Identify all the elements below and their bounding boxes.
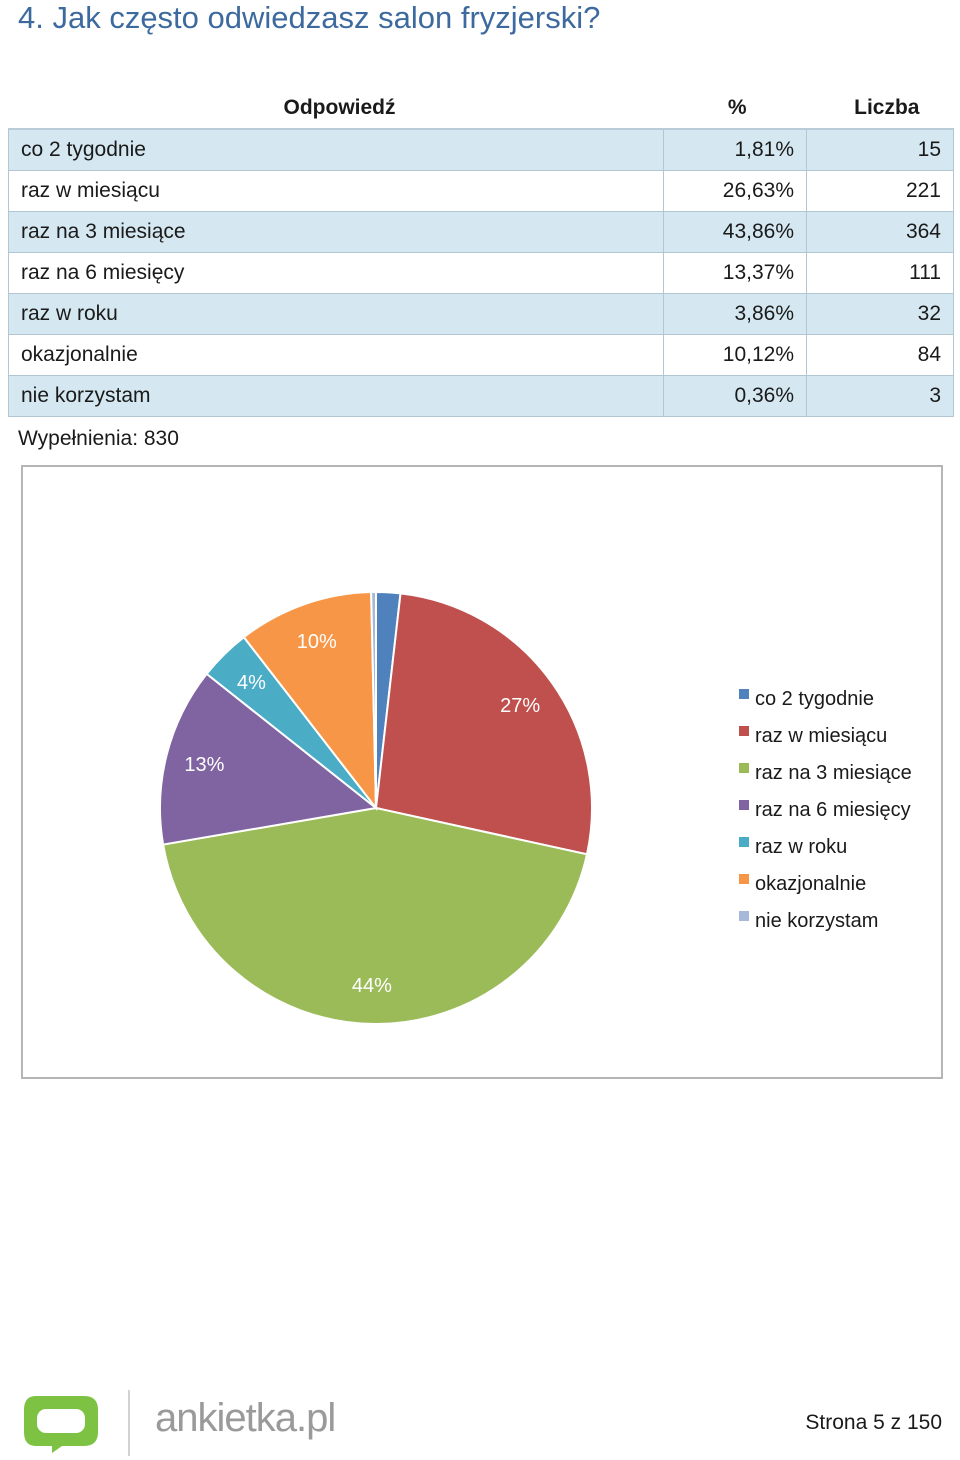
legend-label-raz-na-3-miesiace: raz na 3 miesiące — [755, 762, 912, 784]
table-row: raz na 3 miesiące 43,86% 364 — [8, 211, 954, 253]
row-percent: 1,81% — [663, 128, 807, 171]
row-answer: okazjonalnie — [8, 334, 664, 376]
legend-label-raz-w-roku: raz w roku — [755, 836, 847, 858]
pie-slice-raz-w-miesiacu — [374, 592, 593, 856]
table-row: raz w miesiącu 26,63% 221 — [8, 170, 954, 212]
row-answer: raz na 6 miesięcy — [8, 252, 664, 294]
row-count: 364 — [806, 211, 954, 253]
row-answer: co 2 tygodnie — [8, 128, 664, 171]
legend-swatch-okazjonalnie — [739, 874, 749, 884]
row-count: 111 — [806, 252, 954, 294]
legend-swatch-raz-w-miesiacu — [739, 726, 749, 736]
pie-slice-okazjonalnie — [242, 591, 378, 812]
table-row: okazjonalnie 10,12% 84 — [8, 334, 954, 376]
pie-slice-nie-korzystam — [370, 590, 377, 809]
row-count: 32 — [806, 293, 954, 335]
row-count: 3 — [806, 375, 954, 417]
row-count: 84 — [806, 334, 954, 376]
pie-slice-raz-na-6-miesiecy — [159, 672, 379, 846]
table-row: co 2 tygodnie 1,81% 15 — [8, 128, 954, 171]
legend-swatch-raz-w-roku — [739, 837, 749, 847]
table-row: raz na 6 miesięcy 13,37% 111 — [8, 252, 954, 294]
data-label-raz-na-3-miesiace: 44% — [352, 975, 392, 997]
header-answer: Odpowiedź — [8, 88, 664, 130]
row-percent: 13,37% — [663, 252, 807, 294]
row-percent: 10,12% — [663, 334, 807, 376]
legend-swatch-raz-na-6-miesiecy — [739, 800, 749, 810]
table-row: raz w roku 3,86% 32 — [8, 293, 954, 335]
row-percent: 43,86% — [663, 211, 807, 253]
legend-label-nie-korzystam: nie korzystam — [755, 910, 878, 932]
page-number: Strona 5 z 150 — [805, 1411, 942, 1434]
brand-name: ankietka.pl — [155, 1396, 336, 1440]
legend-swatch-co-2-tygodnie — [739, 689, 749, 699]
table-row: nie korzystam 0,36% 3 — [8, 375, 954, 417]
legend-label-raz-na-6-miesiecy: raz na 6 miesięcy — [755, 799, 911, 821]
row-percent: 0,36% — [663, 375, 807, 417]
legend-label-co-2-tygodnie: co 2 tygodnie — [755, 688, 874, 710]
pie-chart-svg: 27% 44% 13% 4% 10% co 2 tygodnie raz w miesiąc… — [159, 590, 912, 1025]
legend-label-okazjonalnie: okazjonalnie — [755, 873, 866, 895]
table-header-row: Odpowiedź % Liczba — [8, 88, 954, 130]
header-percent: % — [663, 88, 807, 130]
row-count: 221 — [806, 170, 954, 212]
row-answer: raz w miesiącu — [8, 170, 664, 212]
footer-divider — [128, 1390, 130, 1456]
results-table: Odpowiedź % Liczba co 2 tygodnie 1,81% 1… — [8, 88, 954, 417]
pie-chart: 27% 44% 13% 4% 10% co 2 tygodnie raz w miesiąc… — [21, 465, 943, 1079]
row-percent: 26,63% — [663, 170, 807, 212]
legend-label-raz-w-miesiacu: raz w miesiącu — [755, 725, 887, 747]
question-title: 4. Jak często odwiedzasz salon fryzjersk… — [18, 0, 601, 35]
row-answer: raz w roku — [8, 293, 664, 335]
row-answer: nie korzystam — [8, 375, 664, 417]
responses-count: Wypełnienia: 830 — [18, 427, 179, 450]
data-label-raz-w-roku: 4% — [237, 672, 266, 694]
pie-slice-raz-na-3-miesiace — [161, 806, 589, 1025]
data-label-okazjonalnie: 10% — [297, 631, 337, 653]
legend-swatch-raz-na-3-miesiace — [739, 763, 749, 773]
ankietka-logo-icon — [24, 1396, 98, 1453]
data-label-raz-w-miesiacu: 27% — [500, 695, 540, 717]
header-count: Liczba — [806, 88, 954, 130]
data-label-raz-na-6-miesiecy: 13% — [184, 754, 224, 776]
row-count: 15 — [806, 128, 954, 171]
row-answer: raz na 3 miesiące — [8, 211, 664, 253]
legend-swatch-nie-korzystam — [739, 911, 749, 921]
row-percent: 3,86% — [663, 293, 807, 335]
